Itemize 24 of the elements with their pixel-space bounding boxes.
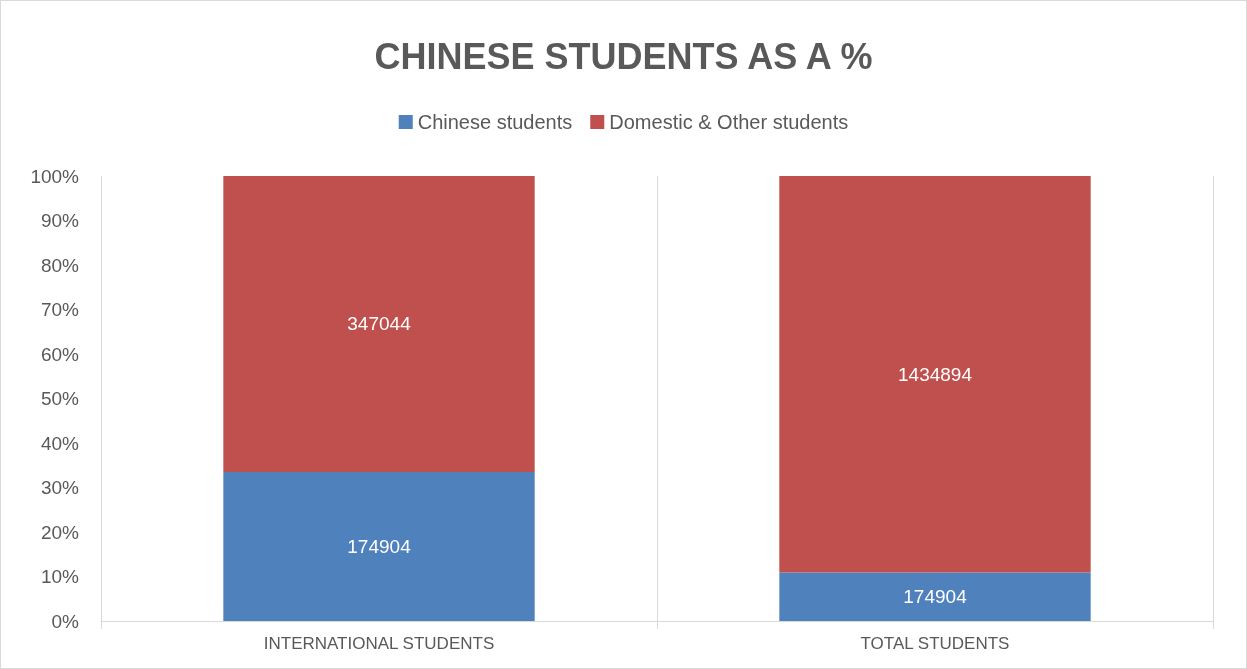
annotation: 347044: [347, 313, 412, 335]
x-tick-label: INTERNATIONAL STUDENTS: [263, 634, 495, 653]
annotation: 174904: [903, 586, 968, 608]
y-tick-label: 0%: [51, 610, 80, 632]
annotation: 174904: [347, 535, 412, 557]
y-tick-label: 50%: [40, 388, 80, 409]
annotation: 1434894: [898, 363, 973, 385]
legend-label: Domestic & Other students: [609, 111, 849, 133]
bar: [779, 176, 1091, 573]
y-tick-label: 100%: [30, 165, 80, 187]
chart-title: CHINESE STUDENTS AS A %: [374, 35, 873, 77]
y-tick-label: 60%: [40, 343, 80, 365]
bar: [779, 572, 1091, 621]
y-tick-label: 30%: [40, 477, 80, 498]
y-tick-label: 70%: [40, 299, 80, 320]
bar: [223, 176, 535, 472]
y-tick-label: 90%: [40, 210, 80, 231]
legend-label: Chinese students: [417, 111, 573, 133]
y-tick-label: 40%: [40, 432, 80, 454]
bar: [223, 471, 535, 621]
x-tick-label: TOTAL STUDENTS: [860, 634, 1010, 653]
y-tick-label: 10%: [40, 566, 80, 587]
y-tick-label: 20%: [40, 521, 80, 543]
y-tick-label: 80%: [40, 254, 80, 276]
